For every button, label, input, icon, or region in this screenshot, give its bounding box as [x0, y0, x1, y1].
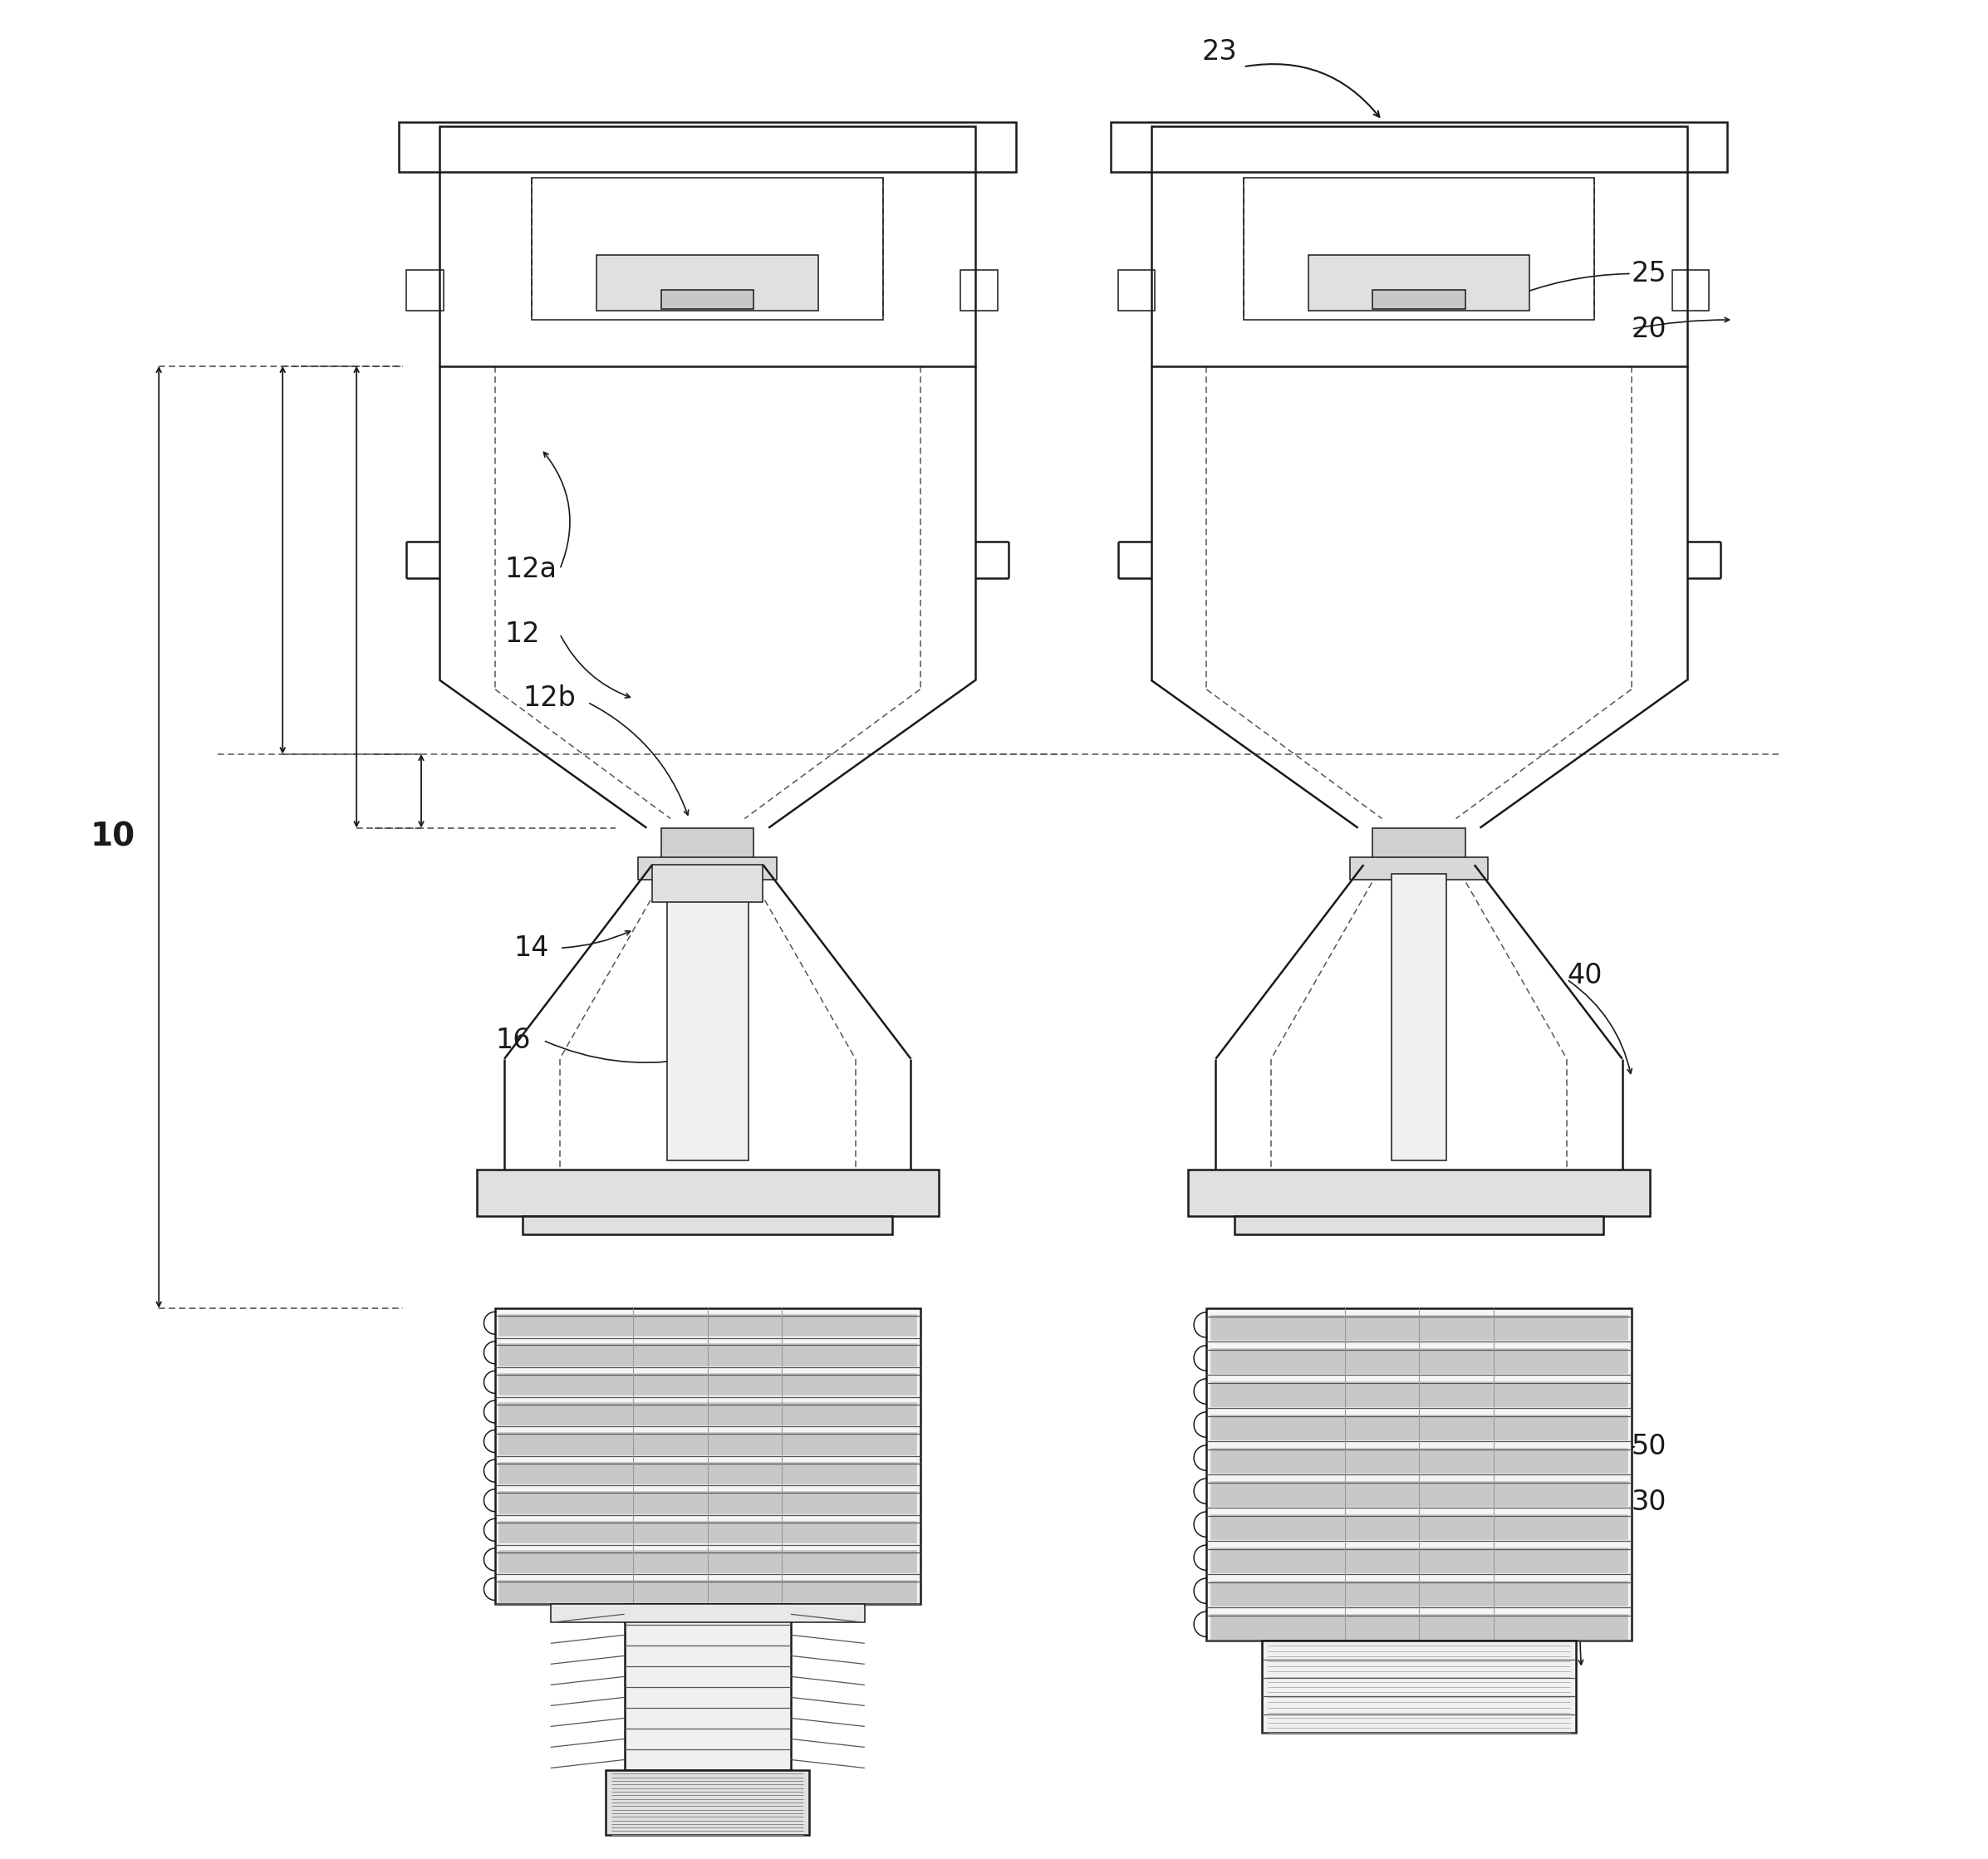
Bar	[1235, 1216, 1604, 1234]
Bar	[1392, 874, 1447, 1160]
Bar	[1211, 1381, 1628, 1405]
Text: 25: 25	[1632, 260, 1666, 288]
Text: 12a: 12a	[505, 556, 557, 584]
Bar	[1350, 857, 1489, 879]
Text: 30: 30	[1632, 1489, 1666, 1515]
Bar	[666, 874, 747, 1160]
Bar	[499, 1550, 916, 1573]
Bar	[1374, 290, 1465, 309]
Bar	[499, 1431, 916, 1454]
Bar	[400, 123, 1016, 173]
Bar	[662, 827, 753, 864]
Bar	[551, 1604, 865, 1623]
Bar	[1189, 1169, 1650, 1216]
Bar	[1308, 255, 1531, 310]
Text: 16: 16	[495, 1026, 531, 1054]
Bar	[499, 1461, 916, 1483]
Bar	[499, 1521, 916, 1543]
Text: 20: 20	[1632, 316, 1666, 342]
Bar	[499, 1344, 916, 1366]
Text: 50: 50	[1632, 1433, 1666, 1461]
Bar	[523, 1216, 893, 1234]
Bar	[1151, 126, 1688, 366]
Bar	[1211, 1614, 1628, 1640]
Text: 40: 40	[1567, 961, 1602, 989]
Bar	[1672, 270, 1710, 310]
Bar	[499, 1314, 916, 1337]
Bar	[1211, 1348, 1628, 1374]
Bar	[624, 1604, 791, 1770]
Bar	[1374, 827, 1465, 864]
Text: 14: 14	[513, 935, 549, 961]
Bar	[439, 126, 976, 366]
Bar	[1211, 1448, 1628, 1472]
Bar	[499, 1402, 916, 1424]
Bar	[1211, 1415, 1628, 1439]
Text: 10: 10	[89, 822, 135, 853]
Bar	[406, 270, 443, 310]
Bar	[652, 864, 763, 902]
Bar	[1111, 123, 1728, 173]
Bar	[606, 1770, 809, 1835]
Bar	[1211, 1314, 1628, 1340]
Bar	[1207, 1309, 1632, 1641]
Bar	[499, 1491, 916, 1513]
Text: 12: 12	[505, 621, 541, 647]
Text: 12b: 12b	[523, 684, 577, 712]
Bar	[499, 1374, 916, 1394]
Bar	[960, 270, 998, 310]
Bar	[596, 255, 819, 310]
Bar	[1117, 270, 1155, 310]
Bar	[495, 1309, 920, 1604]
Bar	[662, 290, 753, 309]
Bar	[1211, 1580, 1628, 1606]
Text: 23: 23	[1201, 39, 1237, 65]
Bar	[1211, 1515, 1628, 1539]
Bar	[477, 1169, 938, 1216]
Bar	[638, 857, 777, 879]
Bar	[533, 178, 883, 320]
Bar	[1242, 178, 1594, 320]
Bar	[1262, 1641, 1576, 1733]
Bar	[1211, 1482, 1628, 1506]
Bar	[1211, 1547, 1628, 1573]
Bar	[499, 1580, 916, 1602]
